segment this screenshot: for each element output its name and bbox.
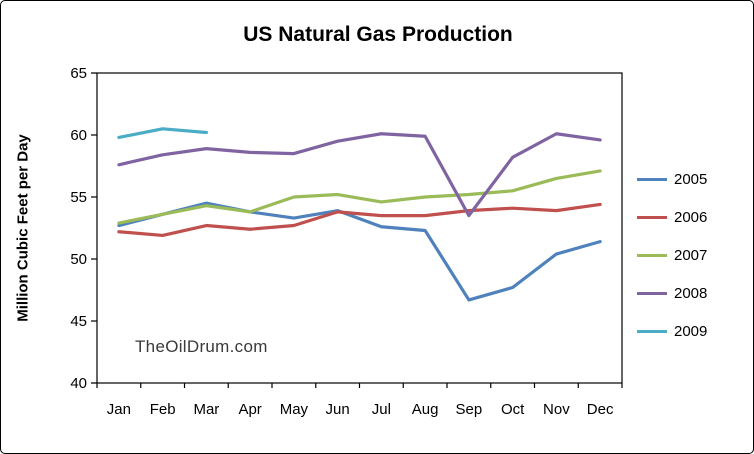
y-tick-label: 60 xyxy=(70,127,87,144)
y-tick-label: 65 xyxy=(70,65,87,82)
legend-line-swatch xyxy=(637,253,667,257)
x-tick-label: Oct xyxy=(501,401,525,418)
x-tick-label: Mar xyxy=(193,401,219,418)
y-tick-label: 55 xyxy=(70,189,87,206)
legend-item-2006: 2006 xyxy=(637,205,707,229)
chart-title: US Natural Gas Production xyxy=(243,23,513,46)
x-tick-label: Jul xyxy=(372,401,391,418)
legend-label: 2007 xyxy=(674,246,708,264)
x-tick-label: May xyxy=(280,401,309,418)
series-line-2007 xyxy=(117,169,602,225)
x-tick-label: Feb xyxy=(150,401,176,418)
legend-line-swatch xyxy=(637,329,667,333)
x-tick-label: Nov xyxy=(543,401,570,418)
x-tick-label: Dec xyxy=(587,401,614,418)
x-tick-label: Jun xyxy=(326,401,350,418)
series-line-2006 xyxy=(117,202,602,238)
legend-label: 2005 xyxy=(674,170,708,188)
legend-item-2009: 2009 xyxy=(637,319,707,343)
x-tick-label: Aug xyxy=(412,401,439,418)
watermark: TheOilDrum.com xyxy=(135,337,268,356)
legend-item-2008: 2008 xyxy=(637,281,707,305)
y-tick-label: 45 xyxy=(70,313,87,330)
series-line-2009 xyxy=(117,127,208,140)
x-tick-label: Jan xyxy=(107,401,131,418)
series-line-2005 xyxy=(117,201,602,302)
x-tick-label: Apr xyxy=(238,401,261,418)
legend-label: 2006 xyxy=(674,208,708,226)
legend-line-swatch xyxy=(637,215,667,219)
legend-line-swatch xyxy=(637,177,667,181)
legend-item-2005: 2005 xyxy=(637,167,707,191)
legend-label: 2008 xyxy=(674,284,708,302)
series-line-2008 xyxy=(117,132,602,218)
legend-item-2007: 2007 xyxy=(637,243,707,267)
legend-label: 2009 xyxy=(674,322,708,340)
legend-line-swatch xyxy=(637,291,667,295)
y-tick-label: 50 xyxy=(70,251,87,268)
y-tick-label: 40 xyxy=(70,375,87,392)
legend: 2005 2006 2007 2008 2009 xyxy=(637,167,707,343)
x-tick-label: Sep xyxy=(456,401,483,418)
